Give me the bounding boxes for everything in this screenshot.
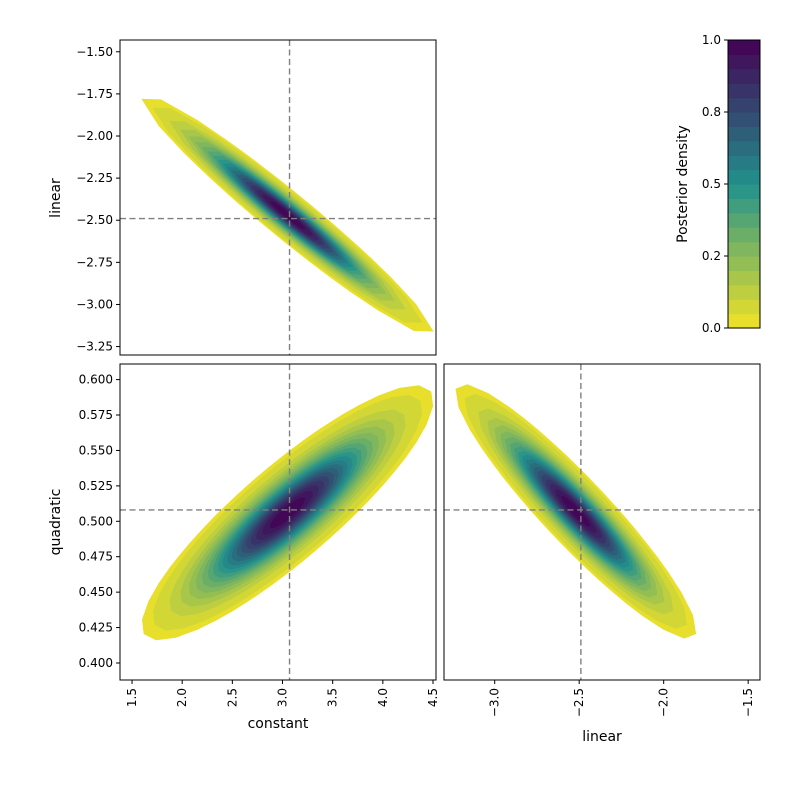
colorbar-segment [728, 68, 760, 84]
ytick-label: −2.50 [76, 213, 113, 227]
xtick-label: 4.5 [426, 688, 440, 707]
xtick-label: −2.0 [657, 688, 671, 717]
colorbar-segment [728, 284, 760, 300]
colorbar-segment [728, 184, 760, 199]
colorbar: 0.0 0.2 0.5 0.8 1.0 [702, 33, 761, 335]
panel-frame [119, 363, 437, 681]
xtick-label: 4.0 [376, 688, 390, 707]
ytick-label: 0.450 [79, 585, 113, 599]
colorbar-tick-label: 0.2 [702, 249, 721, 263]
colorbar-segment [728, 83, 760, 99]
ytick-label: 0.525 [79, 479, 113, 493]
colorbar-segment [728, 169, 760, 185]
xtick-label: 2.0 [175, 688, 189, 707]
colorbar-tick-label: 0.8 [702, 105, 721, 119]
xtick-label: 3.5 [326, 688, 340, 707]
xtick-label: −1.5 [741, 688, 755, 717]
xtick-label: 2.5 [225, 688, 239, 707]
colorbar-segment [728, 54, 760, 70]
xlabel-linear: linear [582, 729, 622, 745]
ylabel-linear: linear [48, 178, 64, 218]
colorbar-segment [728, 198, 760, 214]
colorbar-tick-label: 0.0 [702, 321, 721, 335]
ytick-label: 0.500 [79, 514, 113, 528]
panel-frame [443, 363, 761, 681]
colorbar-segment [728, 140, 760, 156]
colorbar-segment [728, 299, 760, 315]
xtick-label: −3.0 [488, 688, 502, 717]
ytick-label: 0.600 [79, 373, 113, 387]
ytick-label: 0.400 [79, 656, 113, 670]
colorbar-tick-label: 1.0 [702, 33, 721, 47]
ytick-label: −1.50 [76, 45, 113, 59]
colorbar-segment [728, 313, 760, 329]
xtick-label: 1.5 [125, 688, 139, 707]
colorbar-segment [728, 270, 760, 286]
ytick-label: −2.25 [76, 171, 113, 185]
ylabel-quadratic: quadratic [48, 489, 64, 556]
colorbar-segment [728, 126, 760, 142]
ytick-label: 0.475 [79, 550, 113, 564]
ytick-label: −3.00 [76, 297, 113, 311]
ytick-label: −1.75 [76, 87, 113, 101]
panel-constant-vs-quadratic: 0.400 0.425 0.450 0.475 0.500 0.525 0.550 0.575… [79, 363, 440, 707]
ytick-label: −3.25 [76, 340, 113, 354]
ytick-label: −2.75 [76, 255, 113, 269]
colorbar-segment [728, 40, 760, 55]
colorbar-segment [728, 112, 760, 127]
colorbar-segment [728, 155, 760, 171]
panel-frame [119, 39, 437, 356]
xtick-label: 3.0 [276, 688, 290, 707]
xlabel-constant: constant [248, 716, 309, 732]
ytick-label: −2.00 [76, 129, 113, 143]
colorbar-segment [728, 212, 760, 228]
density-contours [455, 384, 697, 639]
colorbar-segment [728, 241, 760, 257]
density-contours [142, 385, 434, 641]
contour-level-19 [561, 496, 591, 527]
colorbar-segment [728, 227, 760, 243]
density-contours [141, 98, 434, 332]
contour-level-19 [269, 497, 306, 529]
panel-linear-vs-quadratic: −3.0 −2.5 −2.0 −1.5 [443, 363, 761, 717]
colorbar-label: Posterior density [675, 125, 691, 243]
colorbar-segment [728, 97, 760, 113]
ytick-label: 0.550 [79, 443, 113, 457]
ytick-label: 0.425 [79, 621, 113, 635]
xtick-label: −2.5 [572, 688, 586, 717]
colorbar-tick-label: 0.5 [702, 177, 721, 191]
panel-constant-vs-linear: −3.25 −3.00 −2.75 −2.50 −2.25 −2.00 −1.75 −1.50 [76, 39, 437, 356]
contour-level-19 [269, 201, 306, 230]
ytick-label: 0.575 [79, 408, 113, 422]
colorbar-segment [728, 256, 760, 271]
